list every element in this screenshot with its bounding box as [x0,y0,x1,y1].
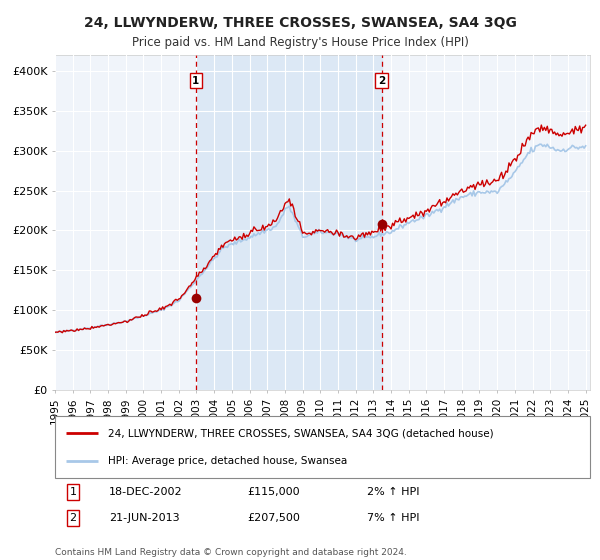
FancyBboxPatch shape [55,416,590,478]
Bar [196,55,382,390]
Text: 24, LLWYNDERW, THREE CROSSES, SWANSEA, SA4 3QG (detached house): 24, LLWYNDERW, THREE CROSSES, SWANSEA, S… [109,428,494,438]
Text: HPI: Average price, detached house, Swansea: HPI: Average price, detached house, Swan… [109,456,348,466]
Text: £115,000: £115,000 [247,487,299,497]
Text: 7% ↑ HPI: 7% ↑ HPI [367,513,419,523]
Text: 21-JUN-2013: 21-JUN-2013 [109,513,179,523]
Text: 2: 2 [378,76,385,86]
Text: 2: 2 [70,513,77,523]
Text: 1: 1 [70,487,77,497]
Text: £207,500: £207,500 [247,513,300,523]
Text: 2% ↑ HPI: 2% ↑ HPI [367,487,419,497]
Text: Price paid vs. HM Land Registry's House Price Index (HPI): Price paid vs. HM Land Registry's House … [131,36,469,49]
Text: 18-DEC-2002: 18-DEC-2002 [109,487,182,497]
Text: 1: 1 [192,76,199,86]
Text: 24, LLWYNDERW, THREE CROSSES, SWANSEA, SA4 3QG: 24, LLWYNDERW, THREE CROSSES, SWANSEA, S… [83,16,517,30]
Text: Contains HM Land Registry data © Crown copyright and database right 2024.
This d: Contains HM Land Registry data © Crown c… [55,548,407,560]
